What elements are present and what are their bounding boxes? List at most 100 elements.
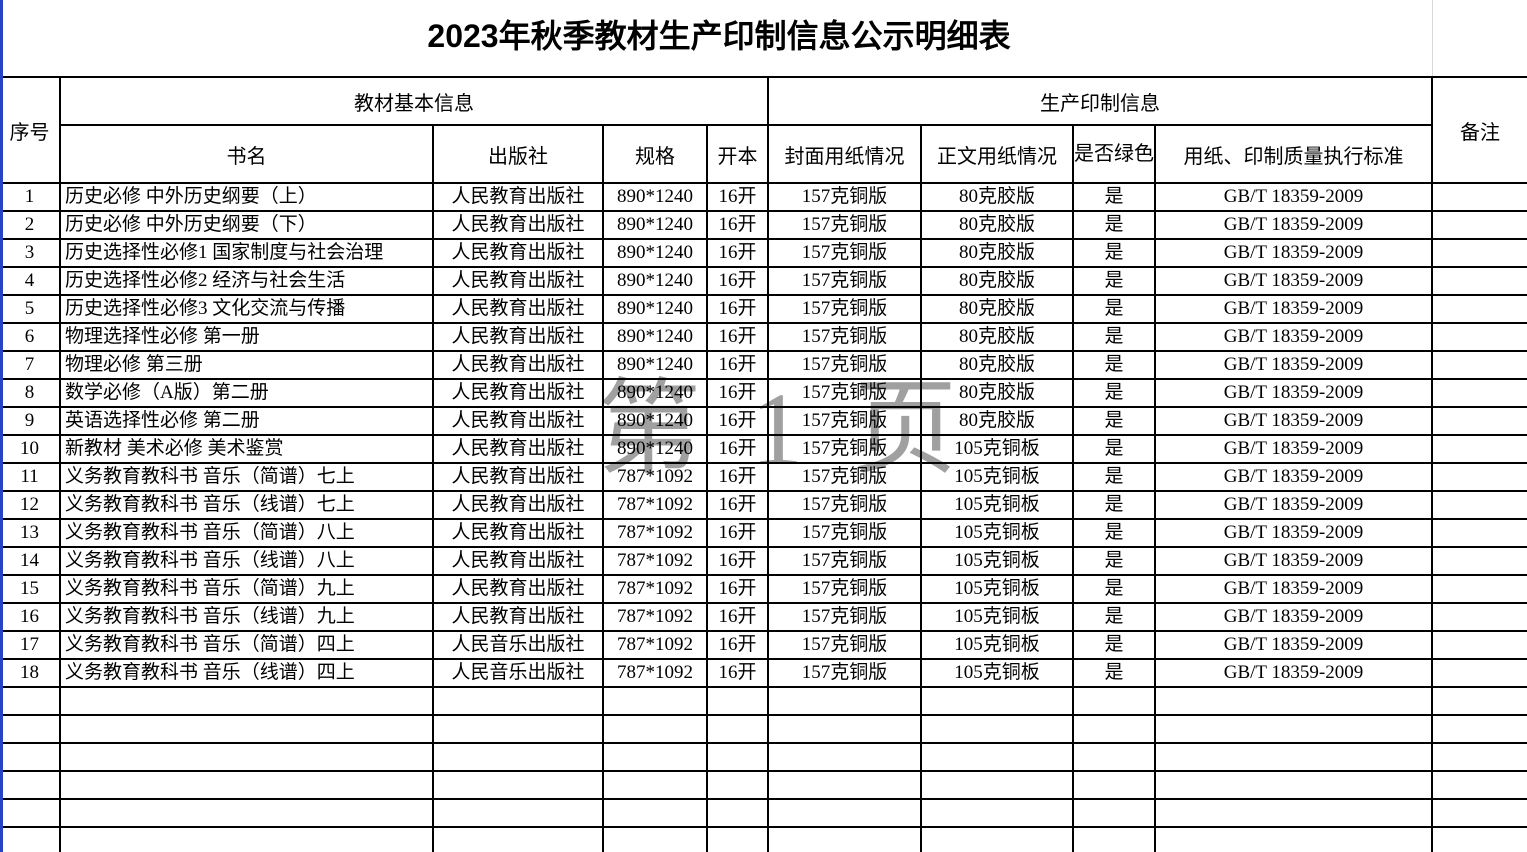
cell-cover-paper: 157克铜版 (767, 518, 922, 548)
empty-cell (706, 742, 769, 772)
table-row: 1 历史必修 中外历史纲要（上） 人民教育出版社 890*1240 16开 157克铜版 8… (0, 182, 1527, 212)
cell-remark (1431, 266, 1527, 296)
empty-table-row (0, 770, 1527, 800)
empty-cell (1154, 714, 1433, 744)
cell-standard: GB/T 18359-2009 (1154, 182, 1433, 212)
cell-body-paper: 105克铜板 (920, 658, 1074, 688)
cell-remark (1431, 434, 1527, 464)
cell-spec: 890*1240 (602, 350, 708, 380)
cell-no: 17 (0, 630, 61, 660)
column-header-book-title: 书名 (60, 124, 434, 184)
cell-book-title: 义务教育教科书 音乐（简谱）四上 (59, 630, 434, 660)
empty-cell (602, 714, 708, 744)
empty-cell (1154, 826, 1433, 852)
cell-spec: 787*1092 (602, 630, 708, 660)
empty-cell (920, 742, 1074, 772)
cell-green-print: 是 (1072, 238, 1156, 268)
cell-book-title: 数学必修（A版）第二册 (59, 378, 434, 408)
cell-standard: GB/T 18359-2009 (1154, 630, 1433, 660)
cell-body-paper: 105克铜板 (920, 574, 1074, 604)
cell-standard: GB/T 18359-2009 (1154, 546, 1433, 576)
cell-spec: 890*1240 (602, 434, 708, 464)
cell-green-print: 是 (1072, 266, 1156, 296)
empty-cell (59, 798, 434, 828)
table-row: 8 数学必修（A版）第二册 人民教育出版社 890*1240 16开 157克铜版 80克胶… (0, 378, 1527, 408)
empty-cell (1072, 798, 1156, 828)
cell-cover-paper: 157克铜版 (767, 490, 922, 520)
empty-cell (432, 798, 604, 828)
empty-cell (59, 714, 434, 744)
cell-standard: GB/T 18359-2009 (1154, 210, 1433, 240)
empty-cell (59, 686, 434, 716)
empty-cell (1072, 742, 1156, 772)
empty-cell (1072, 770, 1156, 800)
empty-cell (920, 770, 1074, 800)
empty-cell (59, 770, 434, 800)
cell-no: 14 (0, 546, 61, 576)
cell-spec: 890*1240 (602, 294, 708, 324)
cell-no: 5 (0, 294, 61, 324)
cell-remark (1431, 322, 1527, 352)
cell-publisher: 人民教育出版社 (432, 210, 604, 240)
cell-body-paper: 105克铜板 (920, 518, 1074, 548)
group-header-basic-info: 教材基本信息 (59, 76, 769, 126)
cell-body-paper: 80克胶版 (920, 378, 1074, 408)
cell-no: 10 (0, 434, 61, 464)
empty-cell (706, 714, 769, 744)
column-header-spec: 规格 (602, 124, 708, 184)
cell-publisher: 人民音乐出版社 (432, 658, 604, 688)
cell-green-print: 是 (1072, 574, 1156, 604)
cell-publisher: 人民音乐出版社 (432, 630, 604, 660)
cell-cover-paper: 157克铜版 (767, 378, 922, 408)
cell-body-paper: 80克胶版 (920, 350, 1074, 380)
cell-publisher: 人民教育出版社 (432, 182, 604, 212)
cell-cover-paper: 157克铜版 (767, 322, 922, 352)
cell-cover-paper: 157克铜版 (767, 630, 922, 660)
cell-remark (1431, 658, 1527, 688)
column-header-cover-paper: 封面用纸情况 (767, 124, 922, 184)
cell-format: 16开 (706, 602, 769, 632)
column-header-remark: 备注 (1431, 76, 1527, 184)
cell-format: 16开 (706, 322, 769, 352)
cell-publisher: 人民教育出版社 (432, 602, 604, 632)
cell-no: 6 (0, 322, 61, 352)
column-header-green-print: 是否绿色印刷 (1072, 124, 1156, 184)
cell-no: 7 (0, 350, 61, 380)
group-header-production-info: 生产印制信息 (767, 76, 1433, 126)
table-row: 15 义务教育教科书 音乐（简谱）九上 人民教育出版社 787*1092 16开 157克… (0, 574, 1527, 604)
cell-format: 16开 (706, 378, 769, 408)
empty-cell (767, 798, 922, 828)
cell-standard: GB/T 18359-2009 (1154, 406, 1433, 436)
cell-publisher: 人民教育出版社 (432, 462, 604, 492)
cell-standard: GB/T 18359-2009 (1154, 462, 1433, 492)
table-row: 9 英语选择性必修 第二册 人民教育出版社 890*1240 16开 157克铜版 80克胶… (0, 406, 1527, 436)
empty-cell (706, 826, 769, 852)
cell-spec: 787*1092 (602, 574, 708, 604)
empty-cell (432, 826, 604, 852)
cell-remark (1431, 406, 1527, 436)
cell-format: 16开 (706, 630, 769, 660)
empty-cell (1154, 770, 1433, 800)
cell-format: 16开 (706, 434, 769, 464)
cell-format: 16开 (706, 266, 769, 296)
cell-book-title: 历史选择性必修3 文化交流与传播 (59, 294, 434, 324)
cell-green-print: 是 (1072, 210, 1156, 240)
cell-standard: GB/T 18359-2009 (1154, 574, 1433, 604)
cell-no: 16 (0, 602, 61, 632)
cell-book-title: 义务教育教科书 音乐（简谱）八上 (59, 518, 434, 548)
cell-format: 16开 (706, 574, 769, 604)
column-header-format: 开本 (706, 124, 769, 184)
cell-body-paper: 80克胶版 (920, 294, 1074, 324)
cell-no: 4 (0, 266, 61, 296)
empty-cell (920, 714, 1074, 744)
cell-remark (1431, 490, 1527, 520)
cell-book-title: 物理必修 第三册 (59, 350, 434, 380)
cell-format: 16开 (706, 350, 769, 380)
cell-cover-paper: 157克铜版 (767, 462, 922, 492)
empty-cell (0, 770, 61, 800)
cell-green-print: 是 (1072, 294, 1156, 324)
cell-book-title: 义务教育教科书 音乐（线谱）八上 (59, 546, 434, 576)
table-row: 17 义务教育教科书 音乐（简谱）四上 人民音乐出版社 787*1092 16开 157克… (0, 630, 1527, 660)
cell-remark (1431, 238, 1527, 268)
column-header-no: 序号 (0, 76, 61, 184)
